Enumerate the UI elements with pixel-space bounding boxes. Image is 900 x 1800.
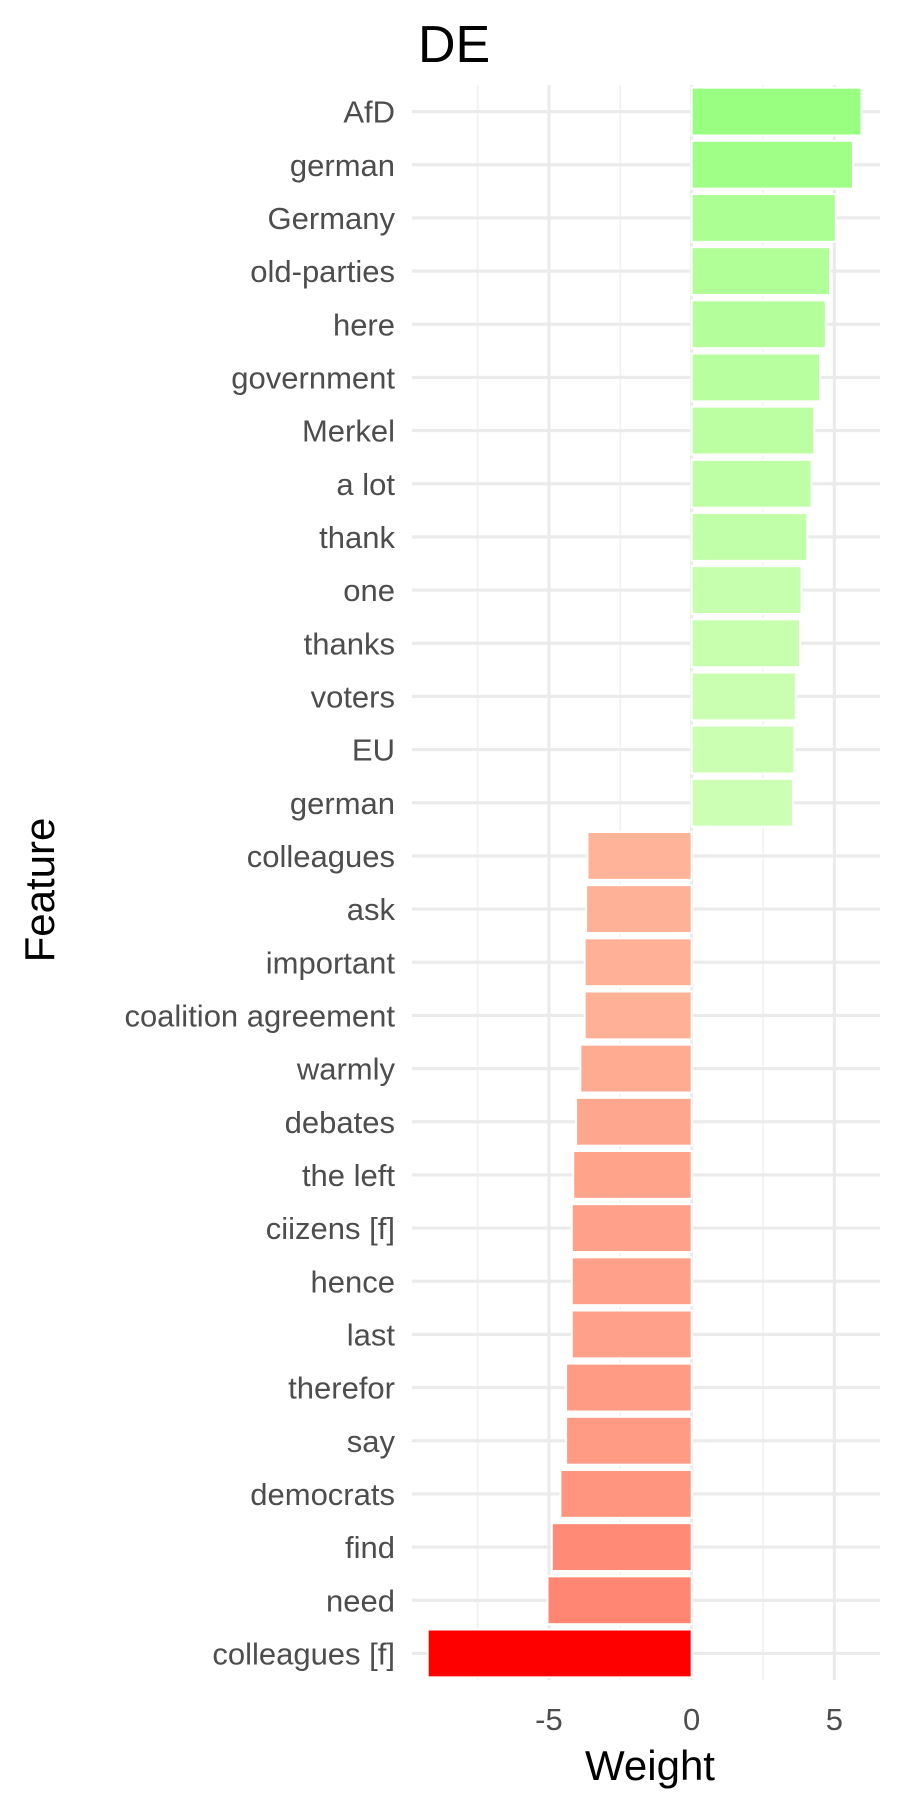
y-tick-label-20: the left [302, 1158, 395, 1193]
y-tick-label-12: EU [352, 733, 395, 768]
x-tick-label-2: 5 [826, 1702, 843, 1737]
x-tick-label-1: 0 [683, 1702, 700, 1737]
y-tick-label-17: coalition agreement [124, 998, 395, 1033]
chart-title: DE [418, 16, 490, 74]
y-tick-label-27: find [345, 1530, 395, 1565]
bar-29 [426, 1628, 693, 1679]
bar-23 [570, 1309, 693, 1360]
bar-9 [690, 565, 803, 616]
y-tick-label-25: say [347, 1424, 396, 1459]
y-tick-label-29: colleagues [f] [212, 1636, 395, 1671]
y-tick-label-0: AfD [343, 95, 395, 130]
y-tick-label-1: german [290, 148, 395, 183]
bar-12 [690, 724, 796, 775]
y-tick-label-22: hence [311, 1264, 395, 1299]
y-axis-title: Feature [16, 818, 63, 963]
y-tick-label-23: last [347, 1317, 396, 1352]
y-tick-label-13: german [290, 786, 395, 821]
y-tick-label-2: Germany [268, 201, 396, 236]
y-tick-label-3: old-parties [250, 254, 395, 289]
x-axis-title: Weight [585, 1742, 715, 1789]
bar-25 [565, 1415, 693, 1466]
bar-2 [690, 192, 837, 243]
y-tick-label-15: ask [347, 892, 396, 927]
y-tick-label-8: thank [319, 520, 395, 555]
y-tick-label-10: thanks [304, 626, 395, 661]
bar-17 [583, 990, 693, 1041]
x-tick-label-0: -5 [535, 1702, 563, 1737]
bar-20 [572, 1149, 693, 1200]
bar-28 [546, 1575, 693, 1626]
y-tick-label-28: need [326, 1583, 395, 1618]
y-tick-label-19: debates [285, 1105, 395, 1140]
y-tick-label-4: here [333, 307, 395, 342]
bar-6 [690, 405, 816, 456]
bar-19 [575, 1096, 693, 1147]
bar-21 [570, 1203, 693, 1254]
bars-layer [426, 86, 863, 1679]
y-tick-label-5: government [231, 360, 395, 395]
y-tick-label-18: warmly [296, 1052, 396, 1087]
bar-7 [690, 458, 813, 509]
bar-26 [559, 1468, 693, 1519]
bar-4 [690, 299, 827, 350]
y-tick-label-26: democrats [250, 1477, 395, 1512]
bar-18 [579, 1043, 693, 1094]
bar-8 [690, 511, 809, 562]
bar-16 [583, 937, 693, 988]
bar-14 [586, 830, 693, 881]
bar-27 [550, 1522, 693, 1573]
bar-1 [690, 139, 854, 190]
bar-22 [570, 1256, 693, 1307]
bar-5 [690, 352, 822, 403]
y-tick-label-16: important [266, 945, 396, 980]
bar-3 [690, 246, 832, 297]
y-tick-label-11: voters [311, 679, 395, 714]
bar-11 [690, 671, 797, 722]
y-tick-label-24: therefor [288, 1371, 395, 1406]
y-tick-label-7: a lot [336, 467, 395, 502]
y-tick-label-14: colleagues [247, 839, 395, 874]
bar-15 [585, 884, 693, 935]
y-tick-label-9: one [343, 573, 395, 608]
labels-layer: AfD german Germany old-parties here governmen… [124, 95, 843, 1737]
bar-0 [690, 86, 863, 137]
bar-13 [690, 777, 794, 828]
bar-10 [690, 618, 802, 669]
y-tick-label-21: ciizens [f] [266, 1211, 395, 1246]
bar-24 [565, 1362, 693, 1413]
y-tick-label-6: Merkel [302, 414, 395, 449]
